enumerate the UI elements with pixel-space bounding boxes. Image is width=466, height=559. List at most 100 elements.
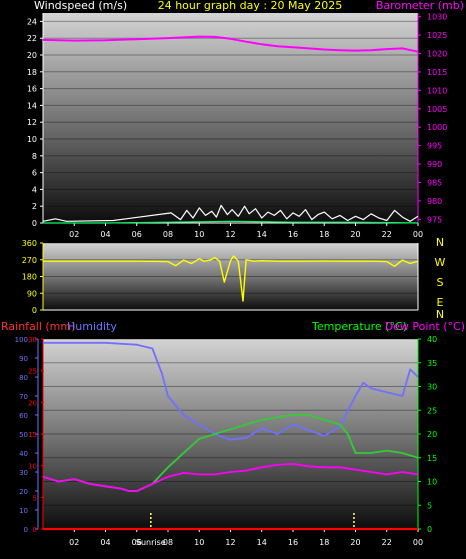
humidity-tick-label: 80 (19, 374, 28, 382)
time-tick-label: 16 (288, 230, 298, 239)
direction-tick-label: 360 (22, 239, 37, 248)
barometer-tick-label: 1015 (427, 68, 447, 77)
rain-tick-label: 5 (33, 494, 37, 502)
direction-tick-label: 0 (32, 306, 37, 315)
barometer-tick-label: 1030 (427, 13, 447, 22)
rain-tick-label: 15 (28, 431, 37, 439)
time-tick-label-bottom: 12 (225, 538, 235, 547)
labels-layer: 0246810121416182022249759809859909951000… (15, 13, 448, 547)
barometer-tick-label: 1025 (427, 31, 447, 40)
time-tick-label-bottom: 14 (257, 538, 267, 547)
windspeed-tick-label: 10 (27, 135, 37, 144)
dewpoint-line (42, 462, 419, 492)
time-tick-label: 04 (100, 230, 110, 239)
temperature-tick-label: 15 (427, 454, 437, 463)
windspeed-tick-label: 8 (32, 152, 37, 161)
time-tick-label-bottom: 00 (413, 538, 423, 547)
windspeed-tick-label: 14 (27, 101, 37, 110)
compass-label: W (435, 256, 446, 269)
windspeed-tick-label: 2 (32, 202, 37, 211)
time-tick-label: 10 (194, 230, 204, 239)
windspeed-tick-label: 16 (27, 85, 37, 94)
time-tick-label-bottom: 22 (382, 538, 392, 547)
rainfall-axis-title: Rainfall (mm) (1, 320, 75, 333)
direction-tick-label: 270 (22, 256, 37, 265)
barometer-tick-label: 990 (427, 160, 442, 169)
time-tick-label-bottom: 04 (100, 538, 110, 547)
windspeed-tick-label: 4 (32, 185, 37, 194)
time-tick-label-bottom: 16 (288, 538, 298, 547)
direction-tick-label: 180 (22, 273, 37, 282)
time-tick-label-bottom: 18 (319, 538, 329, 547)
windspeed-tick-label: 20 (27, 51, 37, 60)
direction-plot-area (43, 243, 418, 310)
time-tick-label-bottom: 20 (350, 538, 360, 547)
time-tick-label-bottom: 10 (194, 538, 204, 547)
top-plot-area (43, 13, 418, 223)
direction-tick-label: 90 (27, 289, 37, 298)
time-tick-label-bottom: 08 (163, 538, 173, 547)
time-tick-label-bottom: 06 (132, 538, 142, 547)
humidity-tick-label: 0 (24, 526, 28, 534)
time-tick-label: 08 (163, 230, 173, 239)
sunrise-label: Sunrise (136, 538, 166, 547)
compass-label: E (437, 296, 444, 309)
humidity-axis-title: Humidity (67, 320, 117, 333)
humidity-tick-label: 70 (19, 393, 28, 401)
humidity-tick-label: 40 (19, 450, 28, 458)
dewpoint-axis-title: Dew Point (°C) (385, 320, 465, 333)
compass-label: S (437, 276, 444, 289)
barometer-tick-label: 985 (427, 178, 442, 187)
time-tick-label: 06 (132, 230, 142, 239)
humidity-tick-label: 30 (19, 469, 28, 477)
barometer-line (42, 35, 419, 53)
windspeed-tick-label: 18 (27, 68, 37, 77)
barometer-tick-label: 975 (427, 215, 442, 224)
windspeed-tick-label: 12 (27, 118, 37, 127)
temperature-tick-label: 20 (427, 430, 437, 439)
windspeed-tick-label: 6 (32, 169, 37, 178)
humidity-line (43, 341, 419, 441)
windspeed-axis-title: Windspeed (m/s) (34, 0, 127, 12)
time-tick-label: 22 (382, 230, 392, 239)
barometer-tick-label: 1000 (427, 123, 447, 132)
temperature-tick-label: 5 (427, 501, 432, 510)
windspeed-tick-label: 0 (32, 219, 37, 228)
barometer-tick-label: 1020 (427, 50, 447, 59)
barometer-tick-label: 1005 (427, 105, 447, 114)
rain-tick-label: 25 (28, 368, 37, 376)
time-tick-label: 02 (69, 230, 79, 239)
rain-tick-label: 0 (33, 526, 37, 534)
temperature-axis-title: Temperature (°C) (311, 320, 407, 333)
humidity-tick-label: 90 (19, 355, 28, 363)
time-tick-label: 12 (225, 230, 235, 239)
grid-layer (43, 20, 418, 530)
barometer-tick-label: 980 (427, 197, 442, 206)
rain-tick-label: 30 (28, 336, 37, 344)
humidity-tick-label: 10 (19, 507, 28, 515)
wind-line (42, 204, 419, 222)
time-tick-label: 00 (413, 230, 423, 239)
time-tick-label: 14 (257, 230, 267, 239)
compass-label: N (436, 236, 444, 249)
humidity-tick-label: 60 (19, 412, 28, 420)
barometer-axis-title: Barometer (mb) (376, 0, 464, 12)
compass-label: N (436, 308, 444, 321)
barometer-tick-label: 1010 (427, 86, 447, 95)
temperature-tick-label: 40 (427, 335, 437, 344)
time-tick-label: 20 (350, 230, 360, 239)
windspeed-tick-label: 24 (27, 17, 37, 26)
chart-title: 24 hour graph day : 20 May 2025 (158, 0, 343, 12)
temperature-tick-label: 10 (427, 478, 437, 487)
temperature-tick-label: 30 (427, 383, 437, 392)
temperature-tick-label: 0 (427, 525, 432, 534)
humidity-tick-label: 50 (19, 431, 28, 439)
rain-tick-label: 20 (28, 399, 37, 407)
time-tick-label-bottom: 02 (69, 538, 79, 547)
humidity-tick-label: 100 (15, 336, 28, 344)
humidity-tick-label: 20 (19, 488, 28, 496)
data-layer (42, 35, 419, 531)
time-tick-label: 18 (319, 230, 329, 239)
temperature-tick-label: 25 (427, 406, 437, 415)
